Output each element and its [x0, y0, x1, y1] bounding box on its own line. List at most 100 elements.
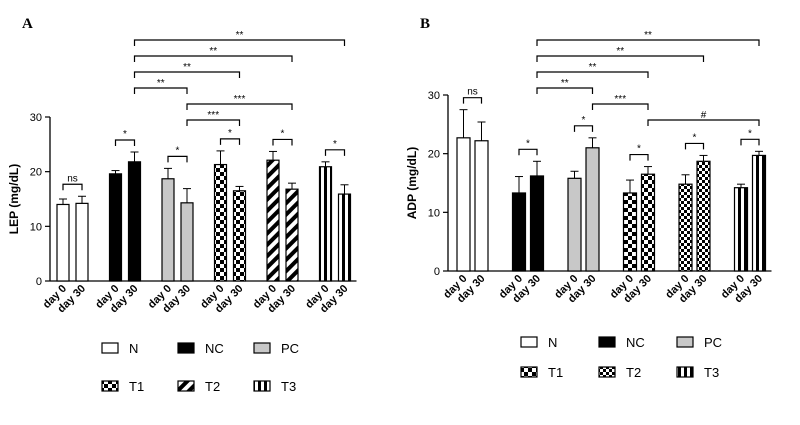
pair-bracket: [272, 138, 293, 146]
comparison-bracket: [133, 87, 188, 94]
y-tick-label: 20: [30, 167, 42, 179]
pair-significance-label: ns: [467, 87, 478, 98]
pair-significance-label: ns: [67, 173, 78, 184]
y-tick-label: 10: [428, 207, 440, 219]
y-tick-label: 10: [30, 221, 42, 233]
comparison-bracket: [133, 71, 241, 78]
y-tick-label: 0: [434, 266, 440, 278]
legend-label: NC: [205, 341, 224, 356]
pair-bracket: [518, 148, 538, 156]
legend-label: T2: [205, 379, 220, 394]
y-tick-label: 20: [428, 149, 440, 161]
comparison-bracket: [186, 103, 293, 110]
pair-bracket: [114, 139, 136, 146]
pair-significance-label: *: [748, 128, 752, 139]
bar: [75, 202, 89, 282]
pair-significance-label: *: [228, 128, 232, 139]
pair-significance-label: *: [582, 115, 586, 126]
pair-significance-label: *: [637, 144, 641, 155]
comparison-significance-label: #: [701, 110, 707, 121]
bar: [266, 159, 280, 282]
pair-bracket: [573, 125, 594, 132]
legend-label: T1: [548, 365, 563, 380]
legend-swatch: [598, 366, 616, 378]
comparison-bracket: [591, 103, 649, 110]
legend-label: PC: [281, 341, 299, 356]
legend-label: T2: [626, 365, 641, 380]
pair-significance-label: *: [176, 145, 180, 156]
bar: [751, 154, 767, 272]
bar: [213, 163, 228, 282]
pair-bracket: [62, 183, 83, 191]
bar: [567, 177, 582, 272]
legend-swatch: [598, 336, 616, 348]
y-tick-label: 0: [36, 276, 42, 288]
comparison-significance-label: ***: [234, 94, 246, 105]
y-axis-title: LEP (mg/dL): [7, 164, 21, 234]
panel-tag: B: [420, 16, 430, 32]
bar: [511, 192, 527, 272]
bar: [127, 161, 142, 282]
legend-label: N: [548, 335, 557, 350]
legend-label: NC: [626, 335, 645, 350]
comparison-bracket: [536, 87, 594, 94]
legend-swatch: [520, 366, 538, 378]
pair-significance-label: *: [123, 129, 127, 140]
y-tick-label: 30: [428, 90, 440, 102]
bar: [640, 173, 656, 272]
legend-label: T3: [281, 379, 296, 394]
legend-swatch: [520, 336, 538, 348]
panel-tag: A: [22, 16, 33, 32]
legend-swatch: [177, 380, 195, 392]
comparison-bracket: [133, 39, 346, 46]
comparison-significance-label: **: [589, 62, 597, 73]
bar: [585, 147, 600, 272]
comparison-bracket: [647, 119, 760, 126]
bar: [285, 188, 299, 282]
comparison-bracket: [536, 71, 649, 78]
bar: [529, 175, 545, 272]
pair-bracket: [324, 149, 346, 156]
comparison-bracket: [186, 119, 241, 126]
bar: [232, 190, 247, 282]
pair-bracket: [740, 138, 760, 146]
bar: [474, 140, 489, 272]
pair-bracket: [219, 138, 241, 145]
bar: [456, 137, 471, 272]
pair-significance-label: *: [281, 128, 285, 139]
legend-label: N: [129, 341, 138, 356]
pair-bracket: [167, 155, 188, 163]
pair-significance-label: *: [333, 139, 337, 150]
legend-swatch: [177, 342, 195, 354]
comparison-bracket: [133, 55, 293, 62]
comparison-bracket: [536, 55, 705, 62]
bar: [56, 203, 70, 282]
bar: [678, 183, 693, 272]
y-tick-label: 30: [30, 112, 42, 124]
comparison-bracket: [536, 39, 760, 46]
pair-bracket: [684, 142, 705, 150]
comparison-significance-label: **: [209, 46, 217, 57]
pair-bracket: [462, 97, 483, 104]
bar: [337, 193, 352, 282]
legend-swatch: [676, 336, 694, 348]
pair-significance-label: *: [693, 132, 697, 143]
comparison-significance-label: **: [157, 78, 165, 89]
bar: [622, 192, 638, 272]
bar: [108, 173, 123, 282]
legend-swatch: [101, 342, 119, 354]
bar: [733, 187, 749, 272]
legend-label: T3: [704, 365, 719, 380]
legend-swatch: [253, 342, 271, 354]
pair-significance-label: *: [526, 138, 530, 149]
bar: [696, 160, 711, 272]
bar: [318, 166, 333, 282]
comparison-significance-label: **: [644, 30, 652, 41]
comparison-significance-label: **: [616, 46, 624, 57]
bar: [161, 178, 175, 282]
legend-label: PC: [704, 335, 722, 350]
y-axis-title: ADP (mg/dL): [405, 147, 419, 219]
